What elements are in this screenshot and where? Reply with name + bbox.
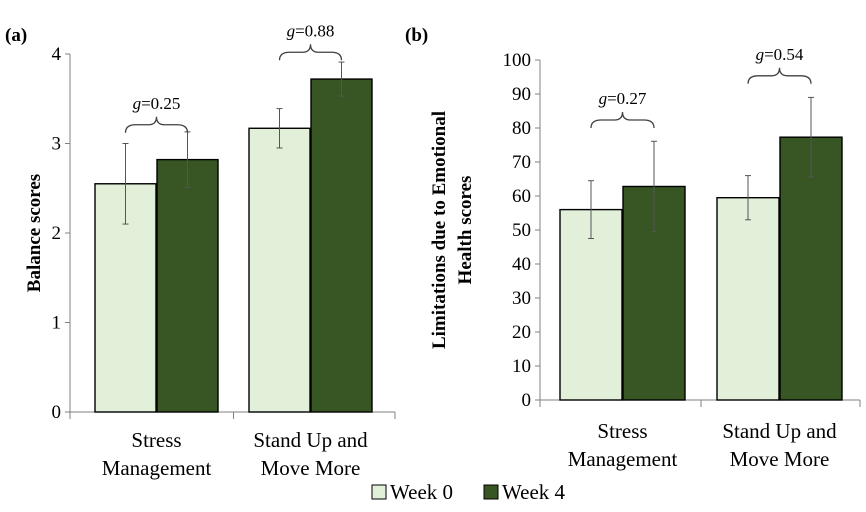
category-label: Management [102, 456, 212, 480]
effect-size-symbol: g [756, 45, 765, 64]
legend-swatch-week-4 [483, 484, 499, 500]
y-axis-label-line: Balance scores [24, 174, 45, 292]
panel-label: (a) [5, 25, 27, 46]
bar-week-4 [156, 158, 219, 413]
effect-size-symbol: g [133, 94, 142, 113]
y-tick-label: 4 [52, 44, 62, 65]
error-bar [588, 180, 594, 239]
y-tick-label: 60 [512, 186, 531, 207]
effect-size-symbol: g [287, 21, 296, 40]
y-axis-label-line: Limitations due to Emotional [429, 111, 450, 349]
category-label: Stress [131, 428, 181, 452]
y-tick-label: 20 [512, 322, 531, 343]
effect-size-brace [590, 111, 655, 129]
category-label: Management [568, 447, 678, 471]
y-tick-label: 90 [512, 84, 531, 105]
error-bar [808, 96, 814, 178]
y-tick-label: 3 [52, 134, 62, 155]
error-bar [651, 140, 657, 233]
y-axis-label-line: Health scores [455, 176, 476, 285]
y-tick-label: 30 [512, 288, 531, 309]
panel-b: (b) 0 10 20 30 40 50 60 70 80 90 100 Limitations due… [405, 25, 861, 471]
effect-size-label: g=0.88 [287, 21, 335, 40]
effect-size-value: =0.27 [607, 89, 647, 108]
bar-week-4 [310, 78, 373, 413]
category-label: Stress [597, 419, 647, 443]
error-bar [338, 61, 345, 97]
effect-size-label: g=0.54 [756, 45, 804, 64]
bar-week-0 [248, 127, 311, 413]
y-tick-label: 10 [512, 356, 531, 377]
error-bar [122, 143, 129, 225]
y-tick-label: 2 [52, 223, 62, 244]
category-label: Move More [261, 456, 361, 480]
y-tick-label: 70 [512, 152, 531, 173]
effect-size-brace [747, 67, 812, 84]
y-tick-label: 40 [512, 254, 531, 275]
effect-size-value: =0.88 [295, 21, 334, 40]
legend: Week 0 Week 4 [371, 480, 566, 504]
legend-label-week-4: Week 4 [502, 480, 566, 504]
y-tick-label: 50 [512, 220, 531, 241]
bar-week-0 [716, 196, 780, 401]
error-bar [745, 175, 751, 221]
error-bar [276, 108, 283, 149]
y-axis-label: Balance scores [24, 174, 45, 292]
effect-size-symbol: g [599, 89, 608, 108]
effect-size-brace [124, 116, 189, 133]
legend-label-week-0: Week 0 [390, 480, 453, 504]
y-tick-label: 1 [52, 313, 62, 334]
bar-week-4 [779, 136, 843, 401]
effect-size-label: g=0.27 [599, 89, 647, 108]
y-tick-label: 0 [522, 390, 532, 411]
y-tick-label: 80 [512, 118, 531, 139]
effect-size-brace [278, 44, 343, 61]
category-label: Move More [730, 447, 830, 471]
effect-size-value: =0.25 [141, 94, 180, 113]
category-label: Stand Up and [722, 419, 837, 443]
panel-a: (a) 0 1 2 3 4 Balance scores Stress Management St… [5, 21, 396, 480]
bar-week-0 [559, 208, 623, 401]
category-label: Stand Up and [253, 428, 368, 452]
y-tick-label: 0 [52, 402, 62, 423]
panel-label: (b) [405, 25, 428, 46]
legend-swatch-week-0 [371, 484, 387, 500]
y-tick-label: 100 [503, 50, 532, 71]
effect-size-label: g=0.25 [133, 94, 181, 113]
effect-size-value: =0.54 [764, 45, 804, 64]
y-axis-label: Limitations due to Emotional Health score… [429, 111, 476, 349]
